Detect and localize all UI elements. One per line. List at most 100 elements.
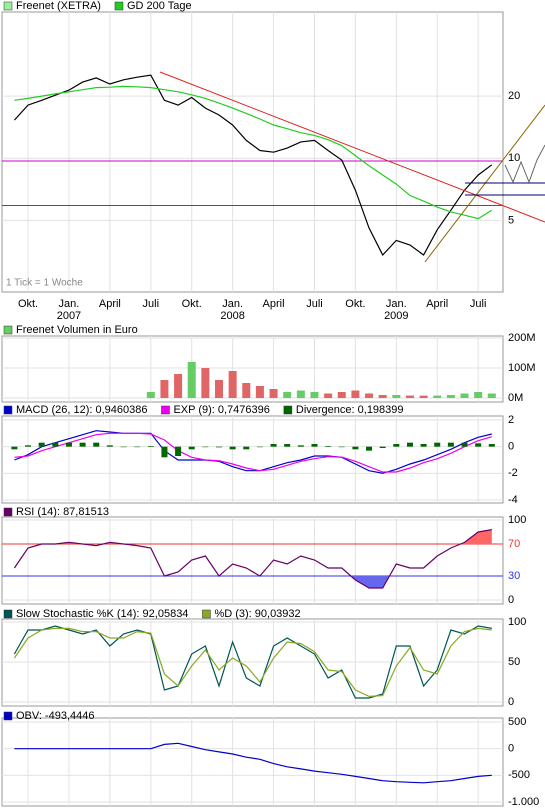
x-tick-label: Juli: [469, 298, 487, 310]
bar: [283, 392, 292, 398]
bar: [378, 395, 387, 398]
bar: [160, 380, 169, 398]
legend-swatch: [3, 609, 13, 619]
legend-label: Slow Stochastic %K (14): 92,05834: [16, 608, 188, 620]
y-tick-label: 100M: [508, 362, 536, 374]
y-tick-label: 2: [508, 414, 514, 426]
bar: [296, 390, 305, 398]
bar: [447, 442, 454, 447]
y-tick-label: 0: [508, 696, 514, 708]
legend-swatch: [3, 507, 13, 517]
legend-swatch: [3, 1, 13, 11]
bar: [433, 395, 442, 398]
bar: [434, 442, 441, 447]
bar: [460, 393, 469, 398]
bar: [161, 446, 168, 458]
bar: [419, 395, 428, 398]
bar: [229, 446, 236, 450]
x-tick-label: Juli: [142, 298, 160, 310]
legend-label: MACD (26, 12): 0,9460386: [16, 404, 147, 416]
bar: [146, 392, 155, 398]
x-tick-label: Juli: [306, 298, 323, 310]
bar: [366, 446, 373, 451]
x-tick-label: Jan. 2009: [384, 298, 409, 322]
trend-lines: [159, 71, 545, 263]
panel-frame: [1, 11, 504, 293]
bar: [242, 383, 251, 398]
bar: [201, 368, 210, 398]
legend-swatch: [283, 405, 293, 415]
bar: [175, 446, 182, 456]
series-line: [13, 529, 492, 589]
x-tick-label: Okt.: [345, 298, 366, 310]
bar: [284, 444, 291, 447]
y-tick-label: 5: [508, 214, 514, 226]
bar: [52, 442, 59, 447]
bar: [215, 380, 223, 398]
projection: [504, 144, 545, 184]
annotation: 1 Tick = 1 Woche: [6, 278, 83, 289]
bar: [406, 442, 413, 447]
x-tick-label: April: [98, 298, 121, 310]
legend-label: EXP (9): 0,7476396: [173, 404, 269, 416]
level-fill: [14, 576, 492, 588]
bar: [187, 362, 196, 398]
legend-label: OBV: -493,4446: [16, 710, 94, 722]
y-tick-label: 0: [508, 594, 514, 606]
bar: [352, 446, 359, 450]
panel-frame: [1, 335, 504, 403]
bar: [93, 442, 100, 447]
bar: [120, 446, 127, 448]
bar: [38, 442, 45, 447]
bar: [174, 374, 183, 398]
x-tick-label: Jan. 2008: [220, 298, 245, 322]
legend-swatch: [114, 1, 124, 11]
y-tick-label: 100: [508, 514, 526, 526]
bar: [351, 390, 360, 398]
bar: [488, 444, 495, 447]
legend-label: Freenet (XETRA): [16, 0, 101, 12]
bar: [270, 444, 277, 447]
series-line: [13, 74, 493, 257]
legend-label: Freenet Volumen in Euro: [16, 324, 138, 336]
bar: [365, 393, 374, 398]
bar: [311, 444, 318, 447]
bar: [243, 446, 250, 450]
bar: [461, 442, 468, 447]
trend-line: [159, 71, 545, 223]
legend-label: Divergence: 0,198399: [296, 404, 404, 416]
panel-frame: [1, 415, 504, 504]
y-tick-label: 200M: [508, 332, 536, 344]
x-tick-label: Jan. 2007: [56, 298, 82, 322]
y-tick-label: -4: [508, 494, 518, 506]
legend-swatch: [3, 405, 13, 415]
bar: [392, 395, 401, 398]
legend-swatch: [3, 325, 13, 335]
bar: [446, 395, 455, 398]
x-tick-label: Okt.: [181, 298, 202, 310]
x-tick-label: April: [262, 298, 285, 310]
y-tick-label: 500: [508, 716, 526, 728]
legend-label: GD 200 Tage: [127, 0, 192, 12]
series-line: [14, 430, 492, 474]
bar: [474, 392, 483, 398]
legend-label: %D (3): 90,03932: [214, 608, 300, 620]
series-line: [13, 625, 492, 699]
bar: [487, 393, 496, 398]
bar: [379, 446, 386, 448]
panel-frame: [1, 516, 504, 605]
level-label: 70: [508, 538, 520, 550]
legend-label: RSI (14): 87,81513: [16, 506, 109, 518]
y-tick-label: 0: [508, 441, 514, 453]
bar: [325, 446, 332, 447]
x-tick-label: Okt.: [17, 298, 39, 310]
bar: [475, 443, 482, 447]
bar: [65, 442, 72, 447]
bar: [405, 395, 414, 398]
y-tick-label: -500: [508, 769, 530, 781]
series-line: [14, 85, 493, 220]
y-tick-label: 100: [508, 616, 526, 628]
bar: [393, 444, 400, 447]
